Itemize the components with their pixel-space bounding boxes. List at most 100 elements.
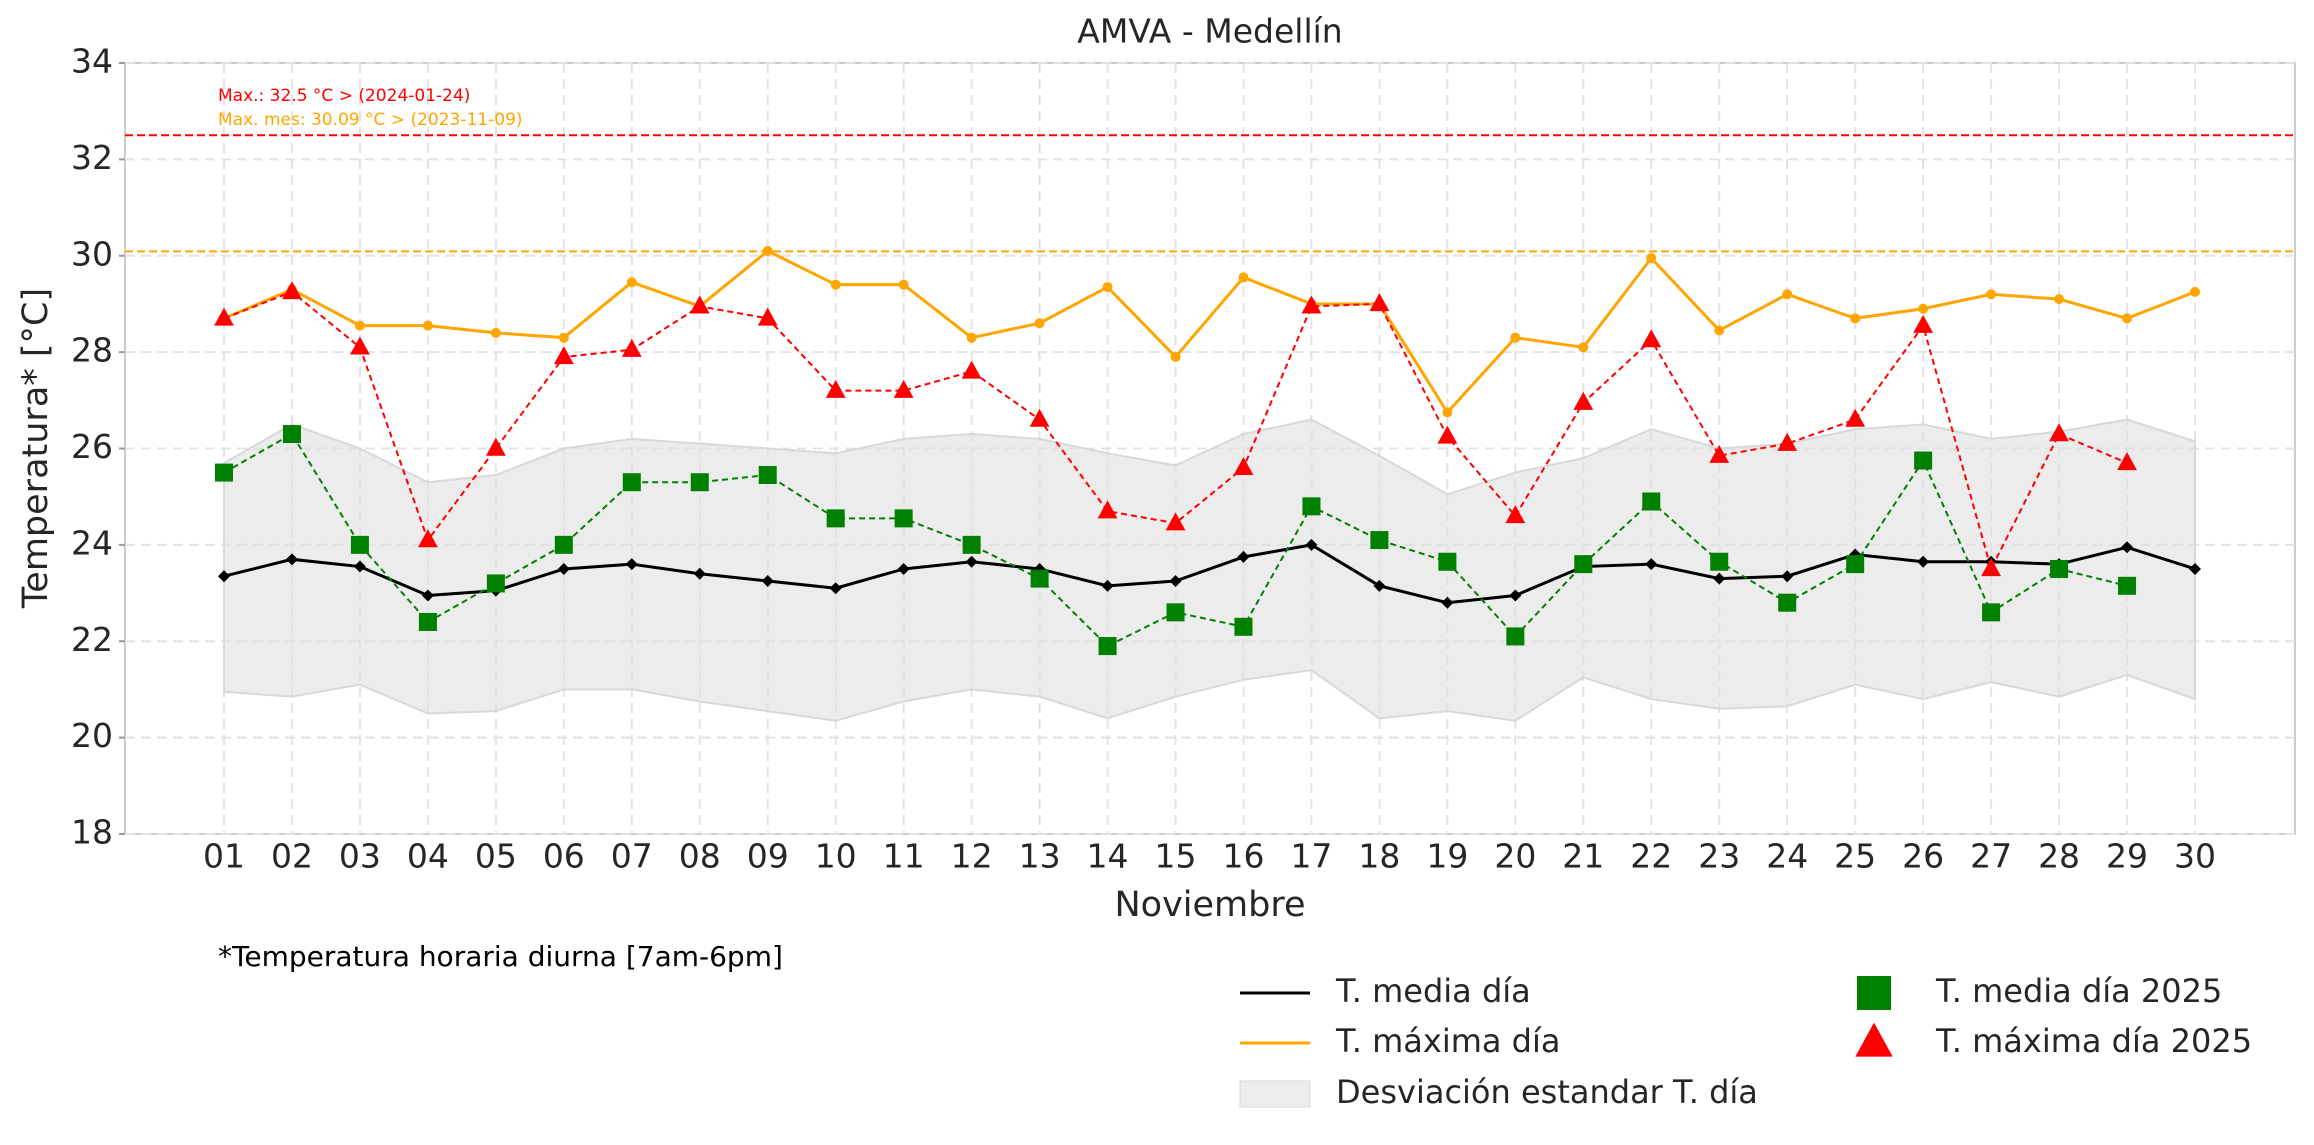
- marker: [1646, 253, 1657, 264]
- marker: [1917, 555, 1930, 568]
- marker: [1714, 325, 1725, 336]
- marker: [1986, 289, 1997, 300]
- legend-swatch: [1857, 976, 1891, 1010]
- marker: [1369, 293, 1390, 312]
- marker: [1914, 451, 1933, 470]
- marker: [621, 338, 642, 357]
- marker: [1918, 303, 1929, 314]
- y-tick-label: 34: [71, 42, 113, 81]
- legend-swatch: [1855, 1022, 1893, 1057]
- marker: [422, 320, 433, 331]
- marker: [1506, 627, 1525, 646]
- marker: [1233, 456, 1254, 475]
- x-tick-label: 22: [1630, 837, 1672, 876]
- legend-label: T. media día: [1335, 972, 1531, 1010]
- x-tick-label: 26: [1902, 837, 1944, 876]
- marker: [693, 567, 706, 580]
- reference-label: Max. mes: 30.09 °C > (2023-11-09): [218, 110, 523, 130]
- marker: [2121, 541, 2134, 554]
- marker: [1781, 570, 1794, 583]
- marker: [1029, 408, 1050, 427]
- y-axis-label: Temperatura* [°C]: [16, 288, 56, 609]
- note: *Temperatura horaria diurna [7am-6pm]: [218, 940, 783, 973]
- marker: [558, 332, 569, 343]
- marker: [829, 582, 842, 595]
- marker: [1101, 579, 1114, 592]
- marker: [757, 307, 778, 326]
- x-tick-label: 09: [747, 837, 789, 876]
- x-tick-label: 02: [271, 837, 313, 876]
- marker: [897, 562, 910, 575]
- marker: [1234, 617, 1253, 636]
- marker: [1713, 572, 1726, 585]
- marker: [966, 332, 977, 343]
- marker: [282, 425, 301, 444]
- marker: [1782, 289, 1793, 300]
- marker: [1373, 579, 1386, 592]
- marker: [1034, 318, 1045, 329]
- marker: [1166, 603, 1185, 622]
- marker: [1442, 407, 1453, 418]
- x-tick-label: 25: [1834, 837, 1876, 876]
- marker: [758, 466, 777, 485]
- x-tick-label: 14: [1087, 837, 1129, 876]
- x-tick-label: 07: [611, 837, 653, 876]
- marker: [1438, 552, 1457, 571]
- x-tick-label: 11: [883, 837, 925, 876]
- marker: [421, 589, 434, 602]
- legend-label: T. media día 2025: [1935, 972, 2222, 1010]
- marker: [1981, 558, 2002, 577]
- marker: [1169, 575, 1182, 588]
- reference-label: Max.: 32.5 °C > (2024-01-24): [218, 86, 470, 106]
- marker: [625, 558, 638, 571]
- marker: [1845, 408, 1866, 427]
- marker: [825, 379, 846, 398]
- y-tick-label: 26: [71, 427, 113, 466]
- x-tick-label: 03: [339, 837, 381, 876]
- y-tick-label: 30: [71, 234, 113, 273]
- marker: [1370, 531, 1389, 550]
- marker: [1097, 500, 1118, 519]
- marker: [1165, 512, 1186, 531]
- marker: [826, 509, 845, 528]
- y-tick-label: 32: [71, 138, 113, 177]
- chart-title: AMVA - Medellín: [1077, 12, 1342, 51]
- marker: [1709, 444, 1730, 463]
- marker: [898, 279, 909, 290]
- x-tick-label: 12: [951, 837, 993, 876]
- x-tick-label: 28: [2038, 837, 2080, 876]
- marker: [2050, 559, 2069, 578]
- marker: [2118, 576, 2137, 595]
- marker: [1982, 603, 2001, 622]
- marker: [1573, 391, 1594, 410]
- x-tick-label: 10: [815, 837, 857, 876]
- marker: [622, 473, 641, 492]
- marker: [353, 560, 366, 573]
- marker: [417, 529, 438, 548]
- y-tick-label: 28: [71, 331, 113, 370]
- x-tick-label: 01: [203, 837, 245, 876]
- y-tick-label: 18: [71, 813, 113, 852]
- marker: [553, 346, 574, 365]
- marker: [2190, 286, 2200, 297]
- marker: [1778, 593, 1797, 612]
- x-axis-label: Noviembre: [1114, 885, 1305, 925]
- marker: [761, 575, 774, 588]
- marker: [894, 509, 913, 528]
- marker: [965, 555, 978, 568]
- y-tick-label: 22: [71, 620, 113, 659]
- x-tick-label: 15: [1155, 837, 1197, 876]
- x-tick-label: 06: [543, 837, 585, 876]
- marker: [2189, 562, 2201, 575]
- marker: [830, 279, 841, 290]
- marker: [1030, 569, 1049, 588]
- x-tick-label: 16: [1222, 837, 1264, 876]
- marker: [418, 612, 437, 631]
- marker: [1437, 425, 1458, 444]
- marker: [2117, 452, 2137, 471]
- marker: [689, 295, 710, 314]
- x-tick-label: 20: [1494, 837, 1536, 876]
- marker: [218, 570, 230, 583]
- marker: [1302, 497, 1321, 516]
- marker: [285, 553, 298, 566]
